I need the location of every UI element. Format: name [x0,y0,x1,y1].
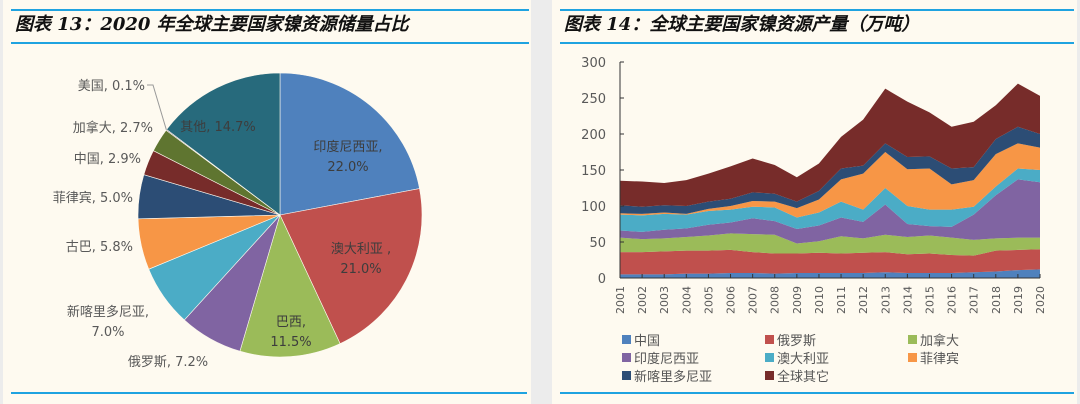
legend-item-4: 澳大利亚 [765,348,829,367]
x-tick-label-0: 2001 [614,286,627,314]
legend-label: 印度尼西亚 [634,352,700,367]
legend-label: 中国 [634,334,661,349]
pie-label-8: 加拿大, 2.7% [73,120,153,136]
legend-item-0: 中国 [622,330,660,349]
y-tick-label-5: 250 [581,92,606,107]
x-tick-label-14: 2015 [923,286,936,314]
x-tick-label-10: 2011 [835,286,848,314]
x-tick-label-18: 2019 [1012,286,1025,314]
pie-label-9: 美国, 0.1% [78,79,145,94]
x-tick-label-16: 2017 [968,286,981,314]
x-tick-label-11: 2012 [857,286,870,314]
stacked-area-chart: 0 50 100 150 200 250 300 2001 2002 2003 2004 2005 20… [581,56,1047,314]
legend-swatch [765,335,774,344]
legend-swatch [908,335,917,344]
y-tick-label-3: 150 [581,164,606,179]
pie-label-pct-0: 22.0% [327,160,368,175]
x-tick-label-13: 2014 [901,286,914,314]
legend-label: 澳大利亚 [777,352,830,367]
x-tick-label-1: 2002 [636,286,649,314]
x-tick-label-3: 2004 [680,286,693,314]
area-series-6 [620,126,1040,214]
y-tick-label-2: 100 [581,200,606,215]
x-tick-label-5: 2006 [725,286,738,314]
pie-label-7: 中国, 2.9% [74,152,141,167]
y-tick-label-0: 0 [598,272,606,287]
pie-label-pct-4: 7.0% [91,325,124,340]
area-series-4 [620,168,1040,232]
legend-label: 全球其它 [777,370,830,385]
pie-chart: 印度尼西亚, 22.0% 澳大利亚 , 21.0% 巴西, 11.5% 俄罗斯, 7.2% 新… [53,72,423,370]
pie-chart-title: 图表 13：2020 年全球主要国家镍资源储量占比 [15,14,409,35]
pie-label-1: 澳大利亚 , [331,241,391,257]
area-series-1 [620,249,1040,275]
y-tick-label-6: 300 [581,56,606,71]
footer-rule [560,392,1074,394]
area-series-2 [620,233,1040,256]
legend-item-2: 加拿大 [908,330,959,349]
area-series-3 [620,179,1040,244]
x-tick-label-4: 2005 [702,286,715,314]
y-tick-label-4: 200 [581,128,606,143]
legend-label: 加拿大 [920,334,960,349]
area-series-0 [620,269,1040,278]
legend-swatch [765,353,774,362]
right-figure-panel: 图表 14：全球主要国家镍资源产量（万吨） 0 50 100 150 200 250 300… [552,0,1077,404]
x-tick-label-6: 2007 [747,286,760,314]
footer-rule [11,392,527,394]
x-tick-label-12: 2013 [879,286,892,314]
pie-slice-1 [279,188,423,345]
legend-swatch [908,353,917,362]
x-tick-label-2: 2003 [658,286,671,314]
x-tick-label-8: 2009 [791,286,804,314]
legend-item-5: 菲律宾 [908,348,959,367]
area-chart-title: 图表 14：全球主要国家镍资源产量（万吨） [564,14,920,35]
x-tick-label-17: 2018 [990,286,1003,314]
pie-label-0: 印度尼西亚, [313,139,382,155]
y-tick-label-1: 50 [589,236,606,251]
pie-label-4: 新喀里多尼亚, [67,304,149,320]
chart-legend: 中国 俄罗斯 加拿大印度尼西亚 澳大利亚 菲律宾新喀里多尼亚 全球其它 [622,330,1062,386]
title-bottom-rule [11,42,529,44]
legend-item-1: 俄罗斯 [765,330,816,349]
pie-label-6: 菲律宾, 5.0% [53,190,133,206]
area-series-7 [620,83,1040,207]
legend-swatch [622,353,631,362]
pie-label-2: 巴西, [276,315,306,330]
pie-slice-0 [279,72,420,216]
legend-item-6: 新喀里多尼亚 [622,366,712,385]
legend-label: 新喀里多尼亚 [634,370,713,385]
pie-label-10: 其他, 14.7% [180,120,256,135]
pie-slice-10 [166,72,281,216]
left-figure-panel: 图表 13：2020 年全球主要国家镍资源储量占比 印度尼西亚, 22.0% 澳大利… [3,0,531,404]
x-tick-label-7: 2008 [769,286,782,314]
legend-swatch [622,371,631,380]
pie-label-5: 古巴, 5.8% [66,240,133,255]
x-tick-label-15: 2016 [946,286,959,314]
pie-label-3: 俄罗斯, 7.2% [128,355,208,370]
area-series-5 [620,143,1040,218]
legend-item-3: 印度尼西亚 [622,348,699,367]
pie-label-pct-2: 11.5% [270,335,311,350]
legend-item-7: 全球其它 [765,366,829,385]
leader-line [147,84,167,130]
x-tick-label-9: 2010 [813,286,826,314]
legend-swatch [622,335,631,344]
legend-label: 菲律宾 [920,352,960,367]
title-top-rule [560,9,1074,11]
legend-label: 俄罗斯 [777,334,817,349]
x-tick-label-19: 2020 [1034,286,1047,314]
title-bottom-rule [560,42,1074,44]
title-top-rule [11,9,529,11]
pie-slice-2 [239,214,341,358]
pie-label-pct-1: 21.0% [340,262,381,277]
legend-swatch [765,371,774,380]
